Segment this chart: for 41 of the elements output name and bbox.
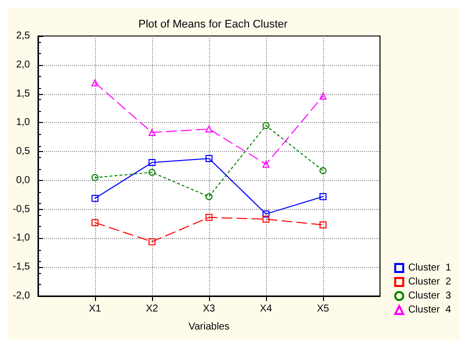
x-tick-label: X1 [88,304,102,314]
point [320,221,326,228]
point [262,210,270,218]
y-tick-label: 1,0 [16,117,30,128]
y-tick-label: 1,5 [16,88,30,100]
point [206,193,212,200]
legend-label: Cluster 3 [408,290,452,302]
y-tick-label: 2,0 [16,59,30,70]
x-axis-title: Variables [188,322,230,332]
y-tick-label: 0,0 [16,174,30,186]
point [148,128,156,136]
legend-label: Cluster 2 [408,276,452,288]
point [92,194,98,202]
point [262,160,270,168]
x-tick-label: X5 [316,304,330,314]
legend-label: Cluster 1 [408,262,452,274]
point [320,92,326,100]
legend-label: Cluster 4 [408,304,452,316]
x-tick-label: X3 [202,304,216,314]
point [320,193,326,200]
point [148,238,156,246]
y-tick-label: -1,0 [12,232,30,244]
point [206,214,212,221]
x-tick-label: X4 [260,304,273,314]
point [262,122,270,130]
point [206,154,212,162]
y-tick-label: -0,5 [12,204,30,215]
y-tick-label: -1,5 [12,262,30,273]
point [92,79,98,86]
y-tick-label: 2,5 [16,30,30,42]
point [320,167,326,174]
x-tick-label: X2 [146,304,159,314]
point [148,168,156,176]
point [92,174,98,182]
chart-title: Plot of Means for Each Cluster [138,18,288,30]
y-tick-label: -2,0 [12,290,30,302]
point [92,219,98,226]
point [148,159,156,166]
point [206,126,212,133]
y-tick-label: 0,5 [16,146,30,158]
point [262,216,270,223]
